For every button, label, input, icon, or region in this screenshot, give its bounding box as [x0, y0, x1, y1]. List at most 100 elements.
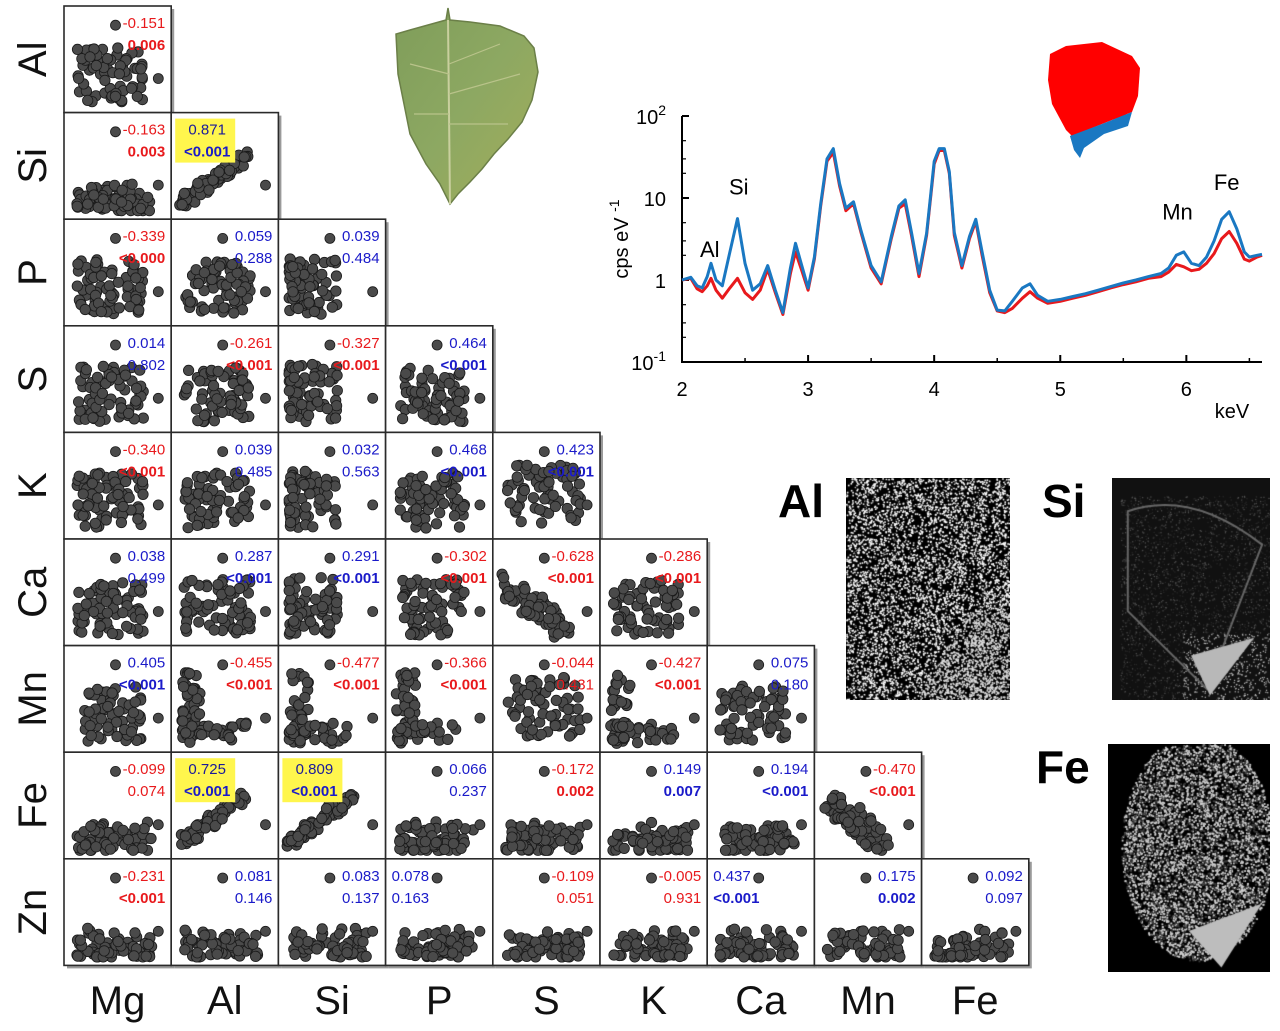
- scatter-point: [260, 606, 271, 617]
- scatter-point: [296, 713, 308, 725]
- correlation-r: -0.339: [123, 228, 166, 245]
- scatter-point: [183, 364, 195, 376]
- scatter-point: [651, 627, 663, 639]
- al-element-map: [846, 478, 1010, 700]
- scatter-point: [853, 815, 865, 828]
- scatter-point: [420, 483, 432, 496]
- scatter-point: [283, 584, 295, 597]
- scatter-point: [208, 380, 220, 392]
- scatter-point: [567, 833, 579, 846]
- scatter-point: [331, 384, 343, 397]
- scatter-point: [112, 42, 124, 54]
- scatter-point: [721, 833, 733, 845]
- scatter-point: [232, 512, 244, 524]
- scatter-point: [123, 492, 135, 504]
- scatter-point: [95, 713, 107, 725]
- scatter-point: [535, 517, 548, 529]
- scatter-point: [541, 926, 554, 938]
- correlation-r: -0.455: [230, 655, 273, 672]
- scatter-point: [84, 51, 96, 63]
- correlation-r: 0.175: [878, 868, 916, 885]
- scatter-cell-mn-s: -0.044 0.431: [491, 644, 603, 756]
- correlation-r: 0.081: [235, 868, 273, 885]
- scatter-point: [688, 819, 700, 831]
- scatter-point: [340, 729, 352, 742]
- scatter-point: [82, 922, 94, 934]
- scatter-point: [438, 843, 451, 855]
- scatter-point: [538, 446, 550, 458]
- scatter-point: [207, 174, 219, 186]
- scatter-point: [323, 585, 336, 597]
- scatter-point: [430, 593, 443, 606]
- scatter-point: [238, 151, 250, 163]
- scatter-point: [416, 719, 428, 731]
- spectrum-series-line: [681, 147, 1263, 315]
- scatter-point: [327, 717, 339, 730]
- scatter-point: [624, 614, 637, 626]
- scatter-point: [760, 924, 773, 936]
- scatter-point: [454, 367, 466, 379]
- scatter-point: [572, 936, 584, 948]
- scatter-point: [672, 612, 685, 624]
- scatter-point: [304, 281, 316, 293]
- scatter-point: [367, 712, 379, 724]
- scatter-point: [117, 824, 129, 836]
- scatter-point: [618, 842, 630, 855]
- row-label: K: [11, 472, 55, 499]
- scatter-point: [130, 382, 143, 394]
- scatter-point: [330, 270, 342, 282]
- x-tick-label: 4: [929, 379, 940, 401]
- scatter-point: [186, 720, 198, 732]
- correlation-r: -0.470: [873, 761, 916, 778]
- scatter-point: [520, 605, 532, 617]
- spectrum-region-icon: [1040, 40, 1150, 160]
- scatter-point: [431, 659, 443, 671]
- scatter-point: [744, 697, 756, 709]
- scatter-point: [123, 407, 135, 419]
- scatter-point: [617, 720, 629, 732]
- scatter-point: [106, 267, 118, 280]
- scatter-point: [893, 924, 906, 936]
- scatter-point: [186, 933, 198, 946]
- scatter-point: [284, 603, 297, 615]
- scatter-point: [217, 659, 229, 671]
- correlation-r: -0.477: [337, 655, 380, 672]
- scatter-point: [336, 802, 348, 814]
- scatter-point: [119, 369, 132, 381]
- correlation-p: 0.163: [392, 890, 430, 907]
- correlation-p: 0.097: [985, 890, 1023, 907]
- scatter-point: [452, 395, 465, 407]
- scatter-point: [783, 947, 795, 960]
- scatter-point: [765, 722, 777, 734]
- scatter-point: [854, 801, 866, 814]
- scatter-point: [128, 259, 140, 271]
- scatter-point: [110, 232, 121, 244]
- scatter-matrix: -0.1510.006Al-0.1630.0030.871<0.001Si-0.…: [11, 5, 1032, 1023]
- scatter-point: [452, 471, 464, 483]
- scatter-point: [217, 232, 229, 244]
- scatter-point: [304, 488, 316, 500]
- scatter-point: [744, 711, 757, 723]
- scatter-point: [101, 52, 114, 65]
- scatter-point: [436, 605, 448, 618]
- scatter-point: [224, 731, 236, 744]
- scatter-point: [826, 792, 839, 804]
- correlation-p: <0.001: [441, 463, 487, 480]
- scatter-point: [72, 950, 84, 962]
- scatter-point: [341, 947, 353, 959]
- scatter-point: [410, 503, 423, 515]
- scatter-cell-s-al: -0.261 <0.001: [170, 324, 282, 436]
- scatter-point: [300, 585, 313, 598]
- scatter-point: [284, 516, 297, 529]
- scatter-point: [216, 406, 228, 418]
- column-label: K: [640, 979, 667, 1023]
- row-label: S: [11, 366, 55, 393]
- scatter-point: [435, 390, 447, 402]
- scatter-point: [191, 519, 203, 532]
- scatter-point: [412, 613, 424, 626]
- scatter-point: [430, 836, 442, 849]
- scatter-point: [112, 488, 124, 501]
- scatter-point: [326, 301, 338, 313]
- correlation-p: 0.007: [664, 783, 702, 800]
- scatter-point: [82, 94, 94, 107]
